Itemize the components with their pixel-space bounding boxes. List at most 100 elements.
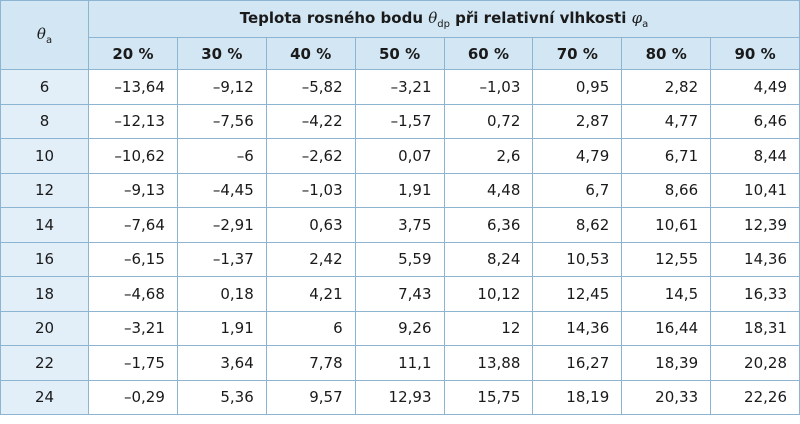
cell: 3,75 xyxy=(354,207,445,243)
cell: 7,78 xyxy=(265,345,356,381)
cell: 20,33 xyxy=(621,379,712,415)
cell: 22,26 xyxy=(710,379,800,415)
cell: 1,91 xyxy=(176,310,267,346)
cell: –1,03 xyxy=(443,69,534,105)
cell: 4,21 xyxy=(265,276,356,312)
symbol: φ xyxy=(631,8,643,27)
table-row: 18 –4,68 0,18 4,21 7,43 10,12 12,45 14,5 16,33 xyxy=(0,276,800,312)
cell: 2,6 xyxy=(443,138,534,174)
cell: 13,88 xyxy=(443,345,534,381)
subscript: dp xyxy=(437,18,450,30)
row-label: 10 xyxy=(0,138,89,174)
cell: –3,21 xyxy=(88,310,178,346)
symbol: θ xyxy=(36,24,46,43)
cell: –1,37 xyxy=(176,241,267,277)
cell: 0,07 xyxy=(354,138,445,174)
cell: 6,36 xyxy=(443,207,534,243)
column-header: 50 % xyxy=(354,37,445,70)
table-row: 8 –12,13 –7,56 –4,22 –1,57 0,72 2,87 4,77 6,46 xyxy=(0,103,800,139)
cell: –4,68 xyxy=(88,276,178,312)
subscript: a xyxy=(642,18,649,30)
cell: 9,26 xyxy=(354,310,445,346)
cell: 11,1 xyxy=(354,345,445,381)
table-row: 16 –6,15 –1,37 2,42 5,59 8,24 10,53 12,55 14,36 xyxy=(0,241,800,277)
cell: 8,44 xyxy=(710,138,800,174)
column-header: 80 % xyxy=(621,37,712,70)
cell: –1,75 xyxy=(88,345,178,381)
row-label: 22 xyxy=(0,345,89,381)
cell: –5,82 xyxy=(265,69,356,105)
table-body: 6 –13,64 –9,12 –5,82 –3,21 –1,03 0,95 2,82 4,49 8… xyxy=(0,69,800,415)
cell: 2,42 xyxy=(265,241,356,277)
cell: –9,12 xyxy=(176,69,267,105)
cell: 6 xyxy=(265,310,356,346)
cell: –12,13 xyxy=(88,103,178,139)
cell: –2,62 xyxy=(265,138,356,174)
cell: 3,64 xyxy=(176,345,267,381)
table-row: 22 –1,75 3,64 7,78 11,1 13,88 16,27 18,39 20,28 xyxy=(0,345,800,381)
cell: –0,29 xyxy=(88,379,178,415)
cell: –1,03 xyxy=(265,172,356,208)
symbol: θ xyxy=(428,8,438,27)
cell: 14,36 xyxy=(710,241,800,277)
cell: 0,72 xyxy=(443,103,534,139)
cell: 12 xyxy=(443,310,534,346)
cell: 20,28 xyxy=(710,345,800,381)
cell: –2,91 xyxy=(176,207,267,243)
cell: 0,63 xyxy=(265,207,356,243)
cell: –4,45 xyxy=(176,172,267,208)
cell: 2,87 xyxy=(532,103,623,139)
header-row: θa Teplota rosného bodu θdp při relativn… xyxy=(0,0,800,70)
cell: 0,95 xyxy=(532,69,623,105)
cell: 10,12 xyxy=(443,276,534,312)
column-header: 40 % xyxy=(265,37,356,70)
cell: 12,39 xyxy=(710,207,800,243)
cell: –13,64 xyxy=(88,69,178,105)
table-title: Teplota rosného bodu θdp při relativní v… xyxy=(88,0,800,38)
table-row: 14 –7,64 –2,91 0,63 3,75 6,36 8,62 10,61 12,39 xyxy=(0,207,800,243)
cell: 16,27 xyxy=(532,345,623,381)
table-row: 10 –10,62 –6 –2,62 0,07 2,6 4,79 6,71 8,44 xyxy=(0,138,800,174)
cell: 8,62 xyxy=(532,207,623,243)
cell: 2,82 xyxy=(621,69,712,105)
title-text: při relativní vlhkosti xyxy=(449,8,632,27)
title-text: Teplota rosného bodu xyxy=(239,8,429,27)
cell: 5,36 xyxy=(176,379,267,415)
table-header: θa Teplota rosného bodu θdp při relativn… xyxy=(0,0,800,70)
cell: 6,46 xyxy=(710,103,800,139)
cell: 0,18 xyxy=(176,276,267,312)
row-label: 12 xyxy=(0,172,89,208)
column-header: 70 % xyxy=(532,37,623,70)
cell: 8,24 xyxy=(443,241,534,277)
row-label: 18 xyxy=(0,276,89,312)
column-header: 60 % xyxy=(443,37,534,70)
table-row: 24 –0,29 5,36 9,57 12,93 15,75 18,19 20,33 22,26 xyxy=(0,379,800,415)
cell: –9,13 xyxy=(88,172,178,208)
row-label: 8 xyxy=(0,103,89,139)
cell: 4,49 xyxy=(710,69,800,105)
cell: 9,57 xyxy=(265,379,356,415)
cell: 7,43 xyxy=(354,276,445,312)
cell: 6,7 xyxy=(532,172,623,208)
cell: 12,45 xyxy=(532,276,623,312)
cell: –7,56 xyxy=(176,103,267,139)
column-header-row: 20 % 30 % 40 % 50 % 60 % 70 % 80 % 90 % xyxy=(1,37,800,70)
cell: 5,59 xyxy=(354,241,445,277)
row-label: 16 xyxy=(0,241,89,277)
cell: 18,19 xyxy=(532,379,623,415)
cell: –3,21 xyxy=(354,69,445,105)
row-label: 6 xyxy=(0,69,89,105)
subscript: a xyxy=(45,34,53,46)
cell: 18,39 xyxy=(621,345,712,381)
cell: 4,77 xyxy=(621,103,712,139)
table-row: 20 –3,21 1,91 6 9,26 12 14,36 16,44 18,31 xyxy=(0,310,800,346)
column-header: 90 % xyxy=(710,37,800,70)
table-row: 12 –9,13 –4,45 –1,03 1,91 4,48 6,7 8,66 10,41 xyxy=(0,172,800,208)
cell: 12,55 xyxy=(621,241,712,277)
cell: 16,33 xyxy=(710,276,800,312)
cell: 10,61 xyxy=(621,207,712,243)
cell: 8,66 xyxy=(621,172,712,208)
cell: 10,41 xyxy=(710,172,800,208)
cell: 10,53 xyxy=(532,241,623,277)
